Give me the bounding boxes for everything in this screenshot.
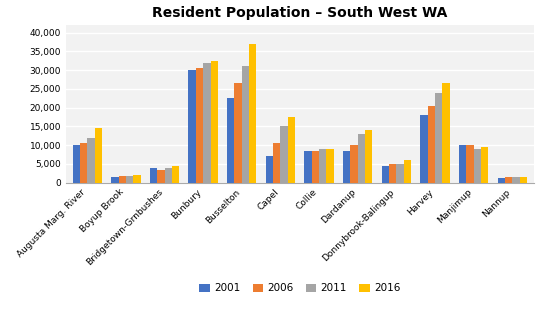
- Bar: [95, 128, 102, 183]
- Bar: [319, 149, 326, 183]
- Bar: [227, 98, 234, 183]
- Bar: [365, 130, 372, 183]
- Bar: [512, 177, 520, 183]
- Bar: [266, 157, 273, 183]
- Bar: [172, 166, 179, 183]
- Bar: [126, 176, 133, 183]
- Bar: [164, 168, 172, 183]
- Bar: [242, 66, 249, 183]
- Bar: [389, 164, 397, 183]
- Bar: [466, 145, 474, 183]
- Bar: [119, 176, 126, 183]
- Bar: [498, 178, 505, 183]
- Bar: [157, 169, 164, 183]
- Bar: [73, 145, 80, 183]
- Bar: [133, 175, 141, 183]
- Bar: [80, 143, 87, 183]
- Title: Resident Population – South West WA: Resident Population – South West WA: [152, 6, 448, 20]
- Bar: [435, 93, 442, 183]
- Bar: [442, 83, 450, 183]
- Bar: [150, 169, 157, 183]
- Bar: [343, 151, 350, 183]
- Bar: [203, 63, 211, 183]
- Bar: [428, 106, 435, 183]
- Bar: [87, 138, 95, 183]
- Bar: [280, 126, 288, 183]
- Bar: [520, 177, 527, 183]
- Bar: [382, 166, 389, 183]
- Bar: [358, 134, 365, 183]
- Bar: [304, 151, 312, 183]
- Bar: [189, 70, 196, 183]
- Bar: [288, 117, 295, 183]
- Bar: [420, 115, 428, 183]
- Bar: [474, 149, 481, 183]
- Bar: [404, 160, 411, 183]
- Bar: [505, 177, 512, 183]
- Bar: [111, 177, 119, 183]
- Bar: [326, 149, 334, 183]
- Bar: [481, 147, 488, 183]
- Bar: [249, 44, 256, 183]
- Bar: [211, 61, 218, 183]
- Bar: [234, 83, 242, 183]
- Bar: [397, 164, 404, 183]
- Bar: [312, 151, 319, 183]
- Bar: [196, 68, 203, 183]
- Bar: [459, 145, 466, 183]
- Legend: 2001, 2006, 2011, 2016: 2001, 2006, 2011, 2016: [195, 279, 404, 298]
- Bar: [350, 145, 358, 183]
- Bar: [273, 143, 281, 183]
